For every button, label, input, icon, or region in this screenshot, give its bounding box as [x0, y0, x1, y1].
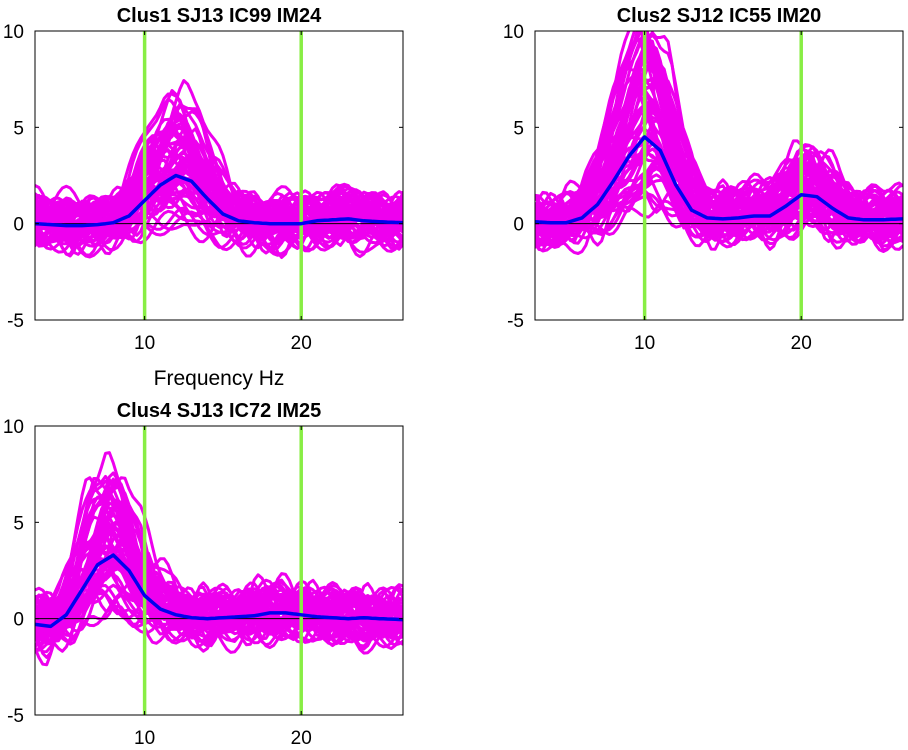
component-curve: [35, 549, 403, 627]
plot-area: [35, 426, 403, 715]
component-curve: [35, 476, 403, 643]
subplot-clus2: -5 0 5 10 10 20 Clus2 SJ12 IC55 IM20: [503, 5, 904, 354]
mean-curve: [535, 135, 903, 225]
x-tick-label: 20: [791, 333, 812, 354]
component-curve: [535, 134, 903, 232]
component-curve: [35, 105, 403, 219]
mean-curve: [35, 173, 403, 228]
axes-frame: [34, 425, 404, 716]
x-tick-label: 20: [291, 728, 312, 749]
component-curve: [35, 109, 403, 229]
x-tick-label: 10: [134, 728, 155, 749]
component-curve: [35, 541, 403, 654]
plot-area: [35, 31, 403, 320]
y-tick-label: -5: [7, 311, 24, 332]
component-curve: [35, 164, 403, 232]
component-curve: [535, 67, 903, 234]
y-tick-label: -5: [7, 706, 24, 727]
subplot-title: Clus2 SJ12 IC55 IM20: [617, 5, 822, 27]
component-curve: [35, 194, 403, 252]
component-curve: [535, 186, 903, 248]
subplot-title: Clus1 SJ13 IC99 IM24: [117, 5, 322, 27]
y-tick-label: 10: [3, 22, 24, 43]
y-tick-label: 5: [13, 118, 24, 139]
component-curve: [535, 160, 903, 237]
y-tick-label: 0: [13, 215, 24, 236]
y-tick-label: 5: [13, 513, 24, 534]
x-tick-label: 20: [291, 333, 312, 354]
y-tick-label: 10: [3, 417, 24, 438]
component-curve: [35, 139, 403, 242]
axes-frame: [534, 30, 904, 321]
mean-curve: [35, 553, 403, 629]
x-tick-label: 10: [634, 333, 655, 354]
plot-area: [535, 31, 903, 320]
y-tick-label: -5: [507, 311, 524, 332]
y-tick-label: 0: [513, 215, 524, 236]
component-curve: [35, 502, 403, 632]
subplot-clus4: -5 0 5 10 10 20 Clus4 SJ13 IC72 IM25: [3, 400, 404, 749]
x-axis-label: Frequency Hz: [154, 367, 285, 390]
component-curve: [535, 78, 903, 236]
y-tick-label: 10: [503, 22, 524, 43]
component-curve: [35, 158, 403, 235]
component-curve: [535, 163, 903, 237]
axes-frame: [34, 30, 404, 321]
subplot-clus1: -5 0 5 10 10 20 Clus1 SJ13 IC99 IM24: [3, 5, 404, 354]
y-tick-label: 0: [13, 610, 24, 631]
subplot-title: Clus4 SJ13 IC72 IM25: [117, 400, 322, 422]
x-tick-label: 10: [134, 333, 155, 354]
y-tick-label: 5: [513, 118, 524, 139]
component-curve: [35, 474, 403, 627]
